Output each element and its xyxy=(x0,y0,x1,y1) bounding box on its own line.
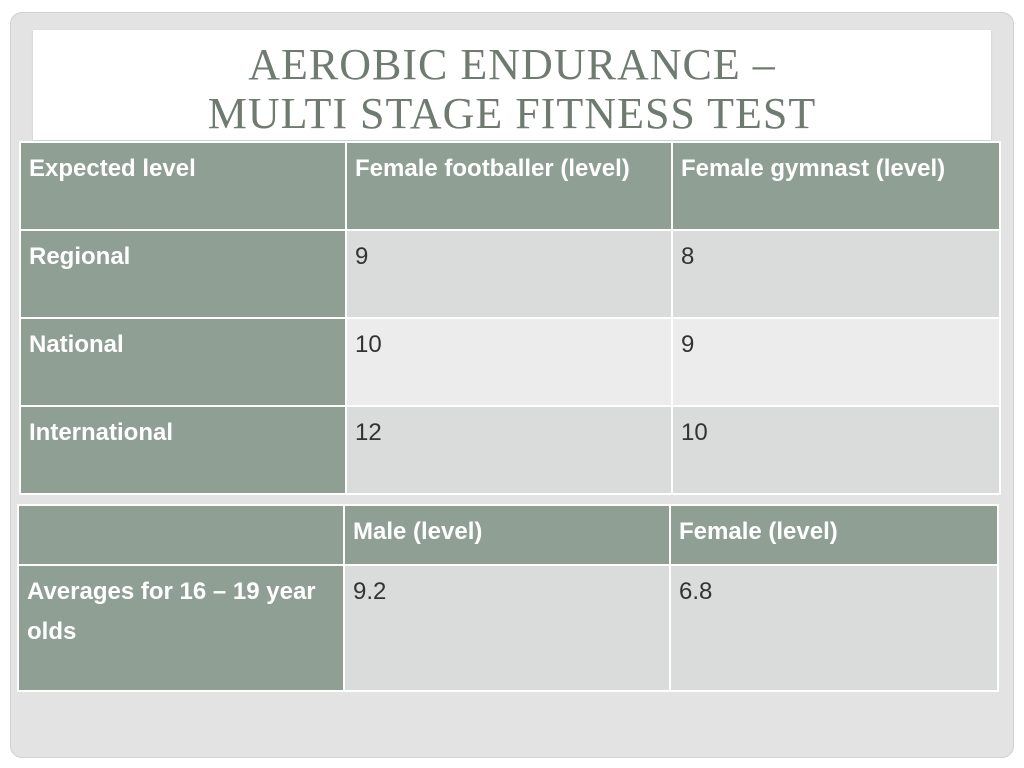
title-box: AEROBIC ENDURANCE – MULTI STAGE FITNESS … xyxy=(33,30,991,140)
table-cell: 8 xyxy=(671,229,1001,319)
expected-levels-table: Expected level Female footballer (level)… xyxy=(19,141,1001,495)
table-row: National 10 9 xyxy=(19,317,1001,407)
header-cell-empty xyxy=(17,504,345,566)
row-label-international: International xyxy=(19,405,347,495)
row-label-national: National xyxy=(19,317,347,407)
slide-title-line-1: AEROBIC ENDURANCE – xyxy=(248,40,776,89)
table-cell: 9.2 xyxy=(343,564,671,692)
table-row: Averages for 16 – 19 year olds 9.2 6.8 xyxy=(17,564,999,692)
averages-table: Male (level) Female (level) Averages for… xyxy=(17,504,999,692)
table-header-row: Expected level Female footballer (level)… xyxy=(19,141,1001,231)
header-cell-female-footballer: Female footballer (level) xyxy=(345,141,673,231)
table-cell: 12 xyxy=(345,405,673,495)
slide-title-line-2: MULTI STAGE FITNESS TEST xyxy=(207,89,817,138)
row-label-regional: Regional xyxy=(19,229,347,319)
header-cell-female: Female (level) xyxy=(669,504,999,566)
table-header-row: Male (level) Female (level) xyxy=(17,504,999,566)
row-label-averages: Averages for 16 – 19 year olds xyxy=(17,564,345,692)
table-row: Regional 9 8 xyxy=(19,229,1001,319)
header-cell-expected-level: Expected level xyxy=(19,141,347,231)
header-cell-male: Male (level) xyxy=(343,504,671,566)
table-cell: 9 xyxy=(345,229,673,319)
table-cell: 6.8 xyxy=(669,564,999,692)
table-cell: 10 xyxy=(345,317,673,407)
table-cell: 10 xyxy=(671,405,1001,495)
table-cell: 9 xyxy=(671,317,1001,407)
header-cell-female-gymnast: Female gymnast (level) xyxy=(671,141,1001,231)
table-row: International 12 10 xyxy=(19,405,1001,495)
